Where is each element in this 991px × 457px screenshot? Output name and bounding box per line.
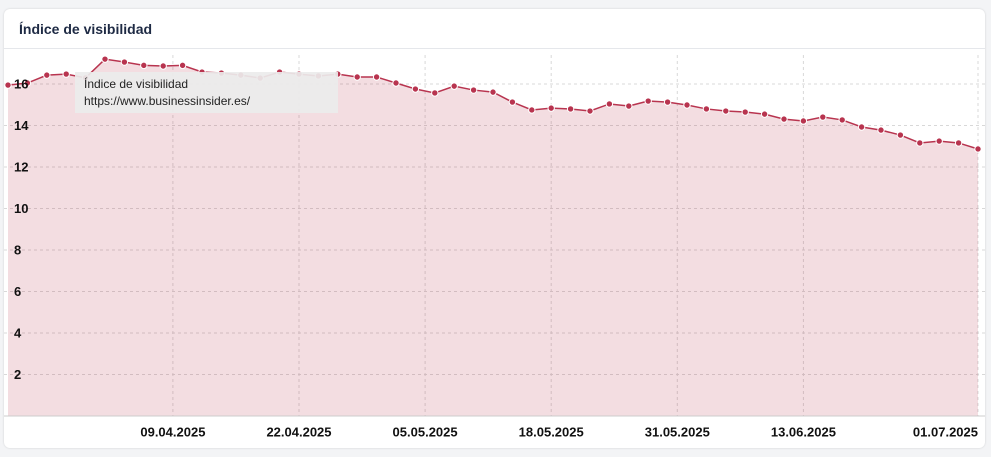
data-point: [974, 145, 982, 153]
data-point: [372, 73, 381, 81]
data-point: [838, 116, 846, 124]
data-point: [178, 61, 187, 70]
y-tick-label: 16: [14, 76, 28, 91]
data-point: [625, 102, 633, 110]
x-tick-label: 01.07.2025: [913, 424, 978, 439]
data-point: [799, 117, 808, 125]
data-point: [23, 79, 32, 87]
x-tick-label: 13.06.2025: [771, 424, 836, 439]
data-point: [411, 85, 420, 93]
x-tick-label: 31.05.2025: [645, 424, 710, 439]
data-point: [896, 131, 905, 139]
card: Índice de visibilidad 2 4 6 8 10 12 14 16 09.04.…: [4, 9, 985, 448]
data-point: [722, 107, 730, 115]
card-header: [4, 9, 985, 49]
tooltip-title: Índice de visibilidad: [84, 76, 188, 91]
data-point: [43, 71, 51, 79]
data-point: [159, 62, 167, 70]
tooltip-url: https://www.businessinsider.es/: [84, 94, 251, 108]
tooltip-box: [75, 72, 338, 113]
y-tick-label: 14: [14, 118, 29, 133]
y-tick-label: 8: [14, 242, 21, 257]
data-point: [140, 61, 148, 70]
y-tick-label: 2: [14, 367, 21, 382]
data-point: [644, 97, 652, 105]
data-point: [101, 55, 109, 63]
y-tick-label: 6: [14, 284, 21, 299]
x-tick-label: 05.05.2025: [393, 424, 458, 439]
data-point: [528, 106, 536, 114]
data-point: [547, 104, 555, 112]
data-point: [392, 79, 400, 87]
data-point: [916, 139, 924, 147]
data-point: [760, 110, 769, 118]
data-point: [450, 82, 458, 90]
data-point: [780, 115, 788, 123]
data-point: [935, 137, 943, 145]
data-point: [508, 98, 517, 106]
data-point: [431, 89, 439, 97]
data-point: [605, 100, 614, 108]
card-title: Índice de visibilidad: [19, 21, 153, 37]
data-point: [586, 107, 594, 115]
x-tick-label: 09.04.2025: [140, 424, 205, 439]
x-tick-label: 18.05.2025: [519, 424, 584, 439]
data-point: [683, 101, 691, 109]
area: [8, 59, 978, 417]
x-tick-label: 22.04.2025: [266, 424, 331, 439]
data-point: [566, 105, 575, 113]
data-point: [954, 139, 963, 147]
data-point: [120, 58, 129, 66]
data-point: [877, 126, 885, 134]
data-point: [819, 113, 827, 121]
data-point: [4, 81, 12, 89]
data-point: [62, 70, 70, 78]
y-tick-label: 10: [14, 201, 28, 216]
data-point: [857, 123, 866, 131]
y-tick-label: 4: [14, 325, 22, 340]
data-point: [663, 98, 672, 106]
data-point: [469, 86, 478, 94]
y-tick-label: 12: [14, 159, 28, 174]
data-point: [489, 88, 497, 96]
data-point: [353, 73, 361, 81]
data-point: [741, 108, 749, 116]
data-point: [702, 105, 711, 113]
chart: 2 4 6 8 10 12 14 16 09.04.2025 22.04.2025 05.05.20…: [4, 55, 985, 439]
tooltip: Índice de visibilidad https://www.busines…: [75, 72, 338, 113]
